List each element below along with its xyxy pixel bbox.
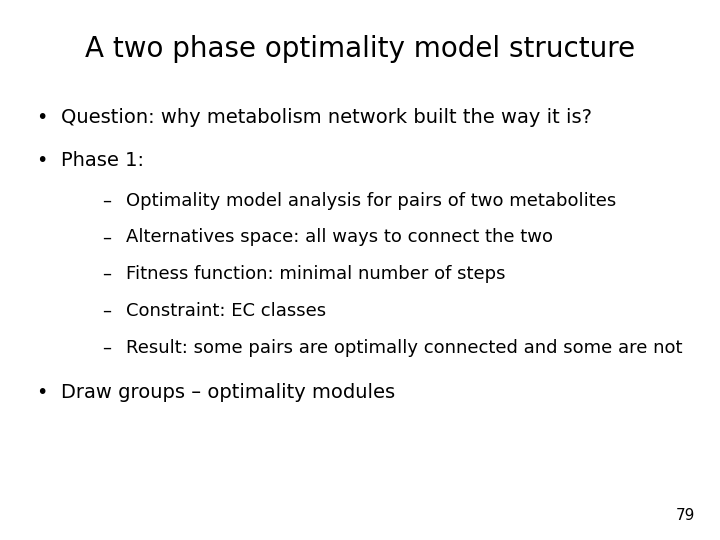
- Text: –: –: [102, 228, 111, 246]
- Text: Alternatives space: all ways to connect the two: Alternatives space: all ways to connect …: [126, 228, 553, 246]
- Text: Phase 1:: Phase 1:: [61, 151, 144, 170]
- Text: Constraint: EC classes: Constraint: EC classes: [126, 302, 326, 320]
- Text: –: –: [102, 339, 111, 356]
- Text: Fitness function: minimal number of steps: Fitness function: minimal number of step…: [126, 265, 505, 283]
- Text: Result: some pairs are optimally connected and some are not: Result: some pairs are optimally connect…: [126, 339, 683, 356]
- Text: A two phase optimality model structure: A two phase optimality model structure: [85, 35, 635, 63]
- Text: –: –: [102, 192, 111, 210]
- Text: Draw groups – optimality modules: Draw groups – optimality modules: [61, 383, 395, 402]
- Text: –: –: [102, 265, 111, 283]
- Text: Optimality model analysis for pairs of two metabolites: Optimality model analysis for pairs of t…: [126, 192, 616, 210]
- Text: •: •: [36, 108, 48, 127]
- Text: 79: 79: [675, 508, 695, 523]
- Text: –: –: [102, 302, 111, 320]
- Text: •: •: [36, 383, 48, 402]
- Text: Question: why metabolism network built the way it is?: Question: why metabolism network built t…: [61, 108, 593, 127]
- Text: •: •: [36, 151, 48, 170]
